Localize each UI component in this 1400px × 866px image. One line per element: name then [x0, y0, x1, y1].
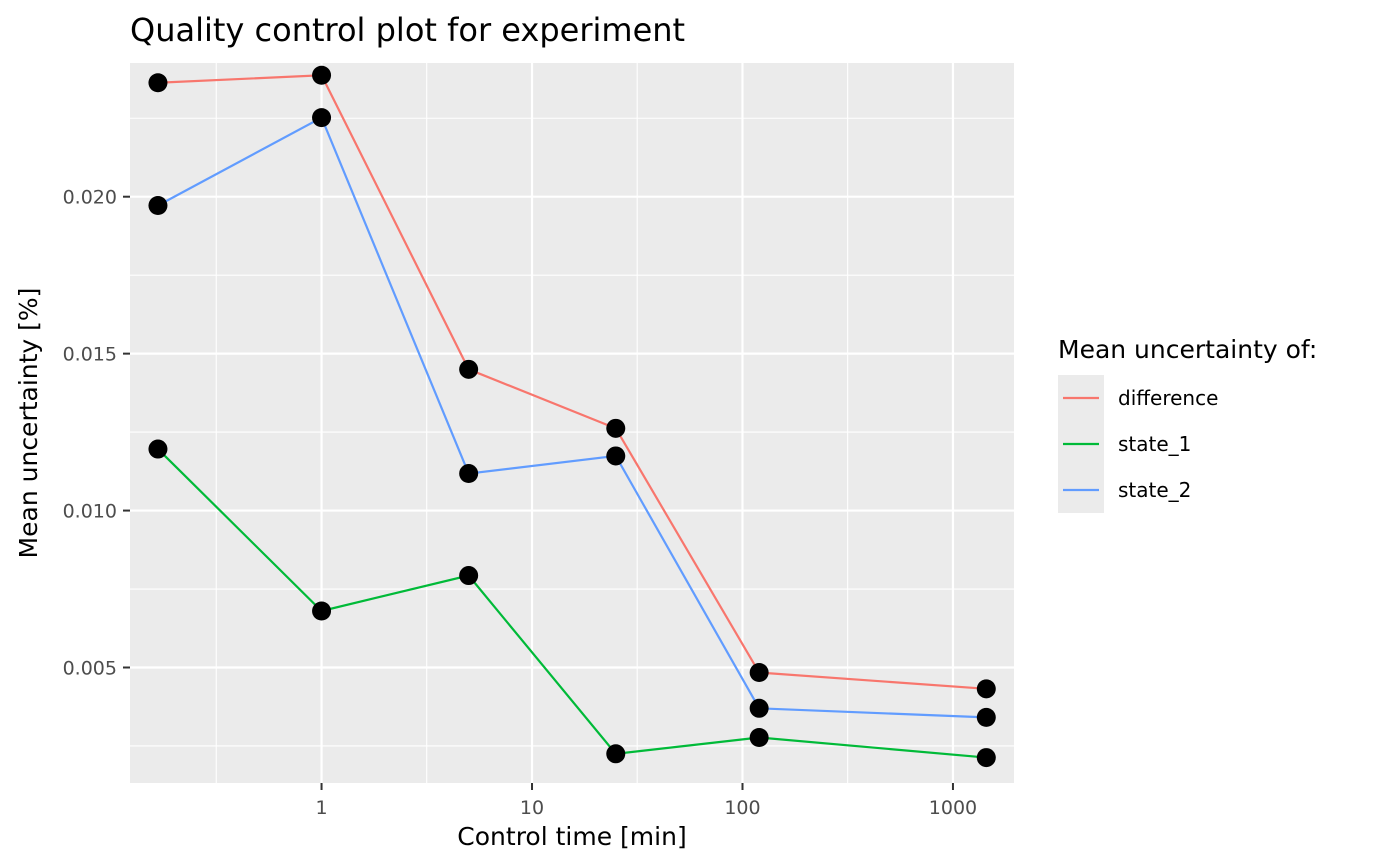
y-tick-label-3: 0.020 [63, 187, 117, 209]
series-line-state_2 [157, 116, 987, 719]
x-axis-title: Control time [min] [457, 822, 686, 851]
legend-label-difference: difference [1118, 386, 1218, 410]
grid-major [130, 63, 1014, 783]
point-state_2-1 [312, 108, 332, 128]
point-difference-2 [459, 359, 479, 379]
point-difference-0 [148, 73, 168, 93]
legend-label-state_1: state_1 [1118, 432, 1191, 456]
x-tick-label-2: 100 [724, 797, 760, 819]
y-axis: 0.005 0.010 0.015 0.020 [63, 187, 130, 679]
point-state_1-3 [606, 744, 626, 764]
point-state_1-1 [312, 601, 332, 621]
y-tick-label-0: 0.005 [63, 657, 117, 679]
point-state_1-4 [749, 727, 769, 747]
point-state_1-0 [148, 439, 168, 459]
point-state_2-4 [749, 698, 769, 718]
series-line-difference [157, 74, 987, 690]
y-tick-label-1: 0.010 [63, 501, 117, 523]
legend-items: difference state_1 state_2 [1058, 375, 1218, 513]
point-state_2-0 [148, 195, 168, 215]
point-difference-5 [976, 679, 996, 699]
point-state_1-5 [976, 748, 996, 768]
point-state_1-2 [459, 566, 479, 586]
series-line-state_1 [157, 448, 987, 759]
plot-panel [130, 63, 1014, 783]
legend: Mean uncertainty of: difference state_1st… [1058, 335, 1317, 513]
point-difference-4 [749, 663, 769, 683]
point-state_2-3 [606, 446, 626, 466]
y-tick-label-2: 0.015 [63, 344, 117, 366]
x-tick-label-1: 10 [520, 797, 544, 819]
y-axis-title: Mean uncertainty [%] [14, 288, 43, 559]
legend-label-state_2: state_2 [1118, 478, 1191, 502]
x-tick-label-0: 1 [316, 797, 328, 819]
point-difference-3 [606, 418, 626, 438]
x-axis: 1 10 100 1000 [316, 783, 977, 819]
point-state_2-5 [976, 707, 996, 727]
legend-title: Mean uncertainty of: [1058, 335, 1317, 364]
data-points [148, 65, 996, 768]
chart-title: Quality control plot for experiment [130, 11, 685, 49]
point-state_2-2 [459, 464, 479, 484]
x-tick-label-3: 1000 [929, 797, 977, 819]
series-lines [157, 74, 987, 759]
grid-minor [130, 63, 1014, 783]
point-difference-1 [312, 65, 332, 85]
